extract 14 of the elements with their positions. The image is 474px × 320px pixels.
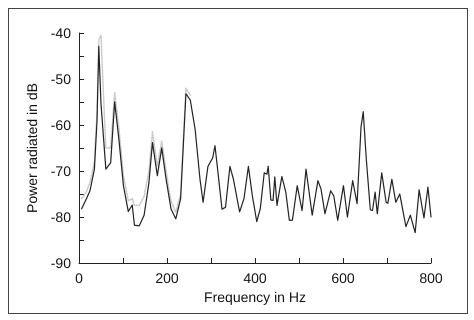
x-tick-label: 800: [419, 270, 443, 286]
x-tick-label: 600: [331, 270, 355, 286]
y-tick-label: -50: [50, 71, 72, 87]
x-tick-label: 200: [155, 270, 179, 286]
y-axis-title: Power radiated in dB: [24, 83, 40, 213]
y-tick-label: -60: [50, 117, 72, 133]
y-tick-label: -90: [50, 255, 72, 271]
line-series: [80, 34, 192, 214]
x-tick-label: 0: [75, 270, 84, 286]
y-tick-label: -40: [50, 25, 72, 41]
x-tick-label: 400: [243, 270, 267, 286]
x-axis-title: Frequency in Hz: [204, 288, 306, 305]
y-tick-label: -70: [50, 163, 72, 179]
y-tick-label: -80: [50, 209, 72, 225]
